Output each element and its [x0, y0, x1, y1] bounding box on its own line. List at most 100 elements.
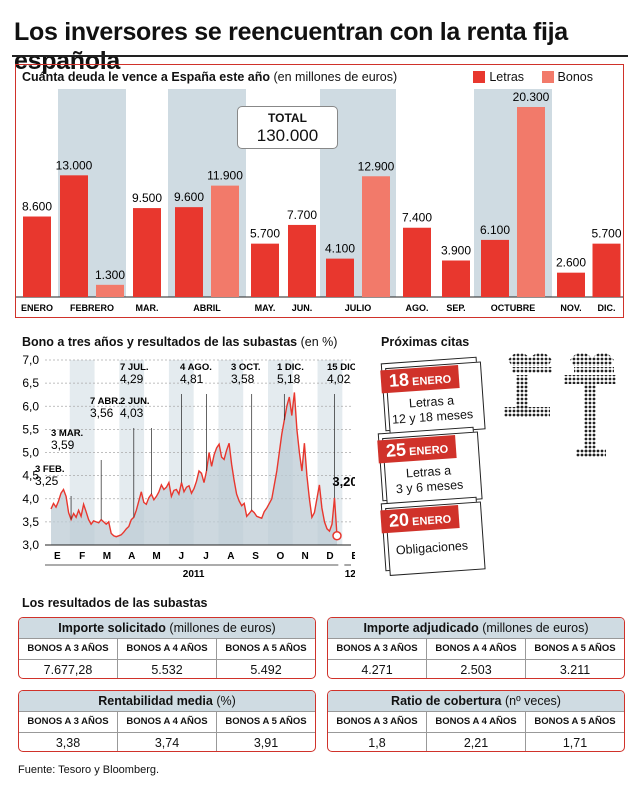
col-header: BONOS A 4 AÑOS [117, 639, 216, 659]
line-series [50, 392, 338, 538]
cita-day: 20 [388, 509, 410, 531]
bar-letras [133, 208, 161, 297]
y-tick: 3,5 [22, 515, 39, 529]
cita-card: 18 ENERO Letras a 12 y 18 meses [380, 356, 486, 436]
x-tick: F [79, 551, 85, 562]
citas-title: Próximas citas [381, 335, 470, 349]
x-tick: N [302, 551, 309, 562]
cita-month: ENERO [408, 373, 452, 389]
cell-value: 5.532 [117, 660, 216, 678]
bar-label: 2.600 [556, 256, 586, 270]
annotation-value: 5,18 [277, 372, 301, 386]
bar-letras [403, 227, 431, 297]
annotation-value: 3,59 [51, 438, 75, 452]
cita-card: 20 ENERO Obligaciones [380, 496, 486, 576]
month-label: ENERO [21, 303, 53, 313]
y-tick: 5,5 [22, 422, 39, 436]
col-header: BONOS A 5 AÑOS [216, 639, 315, 659]
tabla-header: Ratio de cobertura (nº veces) [328, 691, 624, 711]
bar-letras [288, 224, 316, 297]
x-tick: A [128, 551, 135, 562]
subastas-title: Los resultados de las subastas [22, 596, 208, 610]
month-label: AGO. [405, 303, 428, 313]
cita-month: ENERO [405, 443, 449, 459]
bono-chart: 3,0 3,5 4,0 4,5 5,0 5,5 6,0 6,5 7,0 3,20 E F M A M J J A S… [22, 353, 355, 580]
legend-letras-swatch [473, 71, 486, 83]
last-point [332, 531, 342, 541]
tabla-head-row: BONOS A 3 AÑOS BONOS A 4 AÑOS BONOS A 5 AÑ… [328, 711, 624, 732]
month-label: SEP. [446, 303, 465, 313]
y-tick: 3,0 [22, 538, 39, 552]
total-label: TOTAL [268, 111, 307, 125]
month-label: MAR. [136, 303, 159, 313]
month-label: DIC. [598, 303, 616, 313]
cell-value: 1,8 [368, 736, 386, 750]
month-label: JULIO [345, 303, 372, 313]
x-tick: J [203, 551, 209, 562]
annotation-date: 3 OCT. [231, 362, 261, 373]
col-header: BONOS A 3 AÑOS [336, 643, 418, 654]
tabla-importe-solicitado: Importe solicitado (millones de euros) B… [18, 617, 316, 679]
tabla-value-row: 7.677,28 5.532 5.492 [19, 659, 315, 678]
col-header: BONOS A 4 AÑOS [426, 712, 525, 732]
bar-letras [592, 243, 621, 297]
bar-label: 11.900 [207, 169, 243, 183]
x-tick: A [227, 551, 234, 562]
col-header: BONOS A 3 AÑOS [336, 716, 418, 727]
annotation-value: 4,29 [120, 372, 144, 386]
annotation-date: 3 MAR. [51, 428, 83, 439]
bar-label: 4.100 [325, 242, 355, 256]
annotation-date: 2 JUN. [120, 396, 150, 407]
annotation-value: 4,03 [120, 406, 144, 420]
cell-value: 3.211 [525, 660, 624, 678]
tabla-unit: (nº veces) [504, 694, 561, 708]
tabla-unit: (millones de euros) [482, 621, 589, 635]
cell-value: 4.271 [361, 663, 393, 677]
legend-letras: Letras [473, 70, 524, 84]
tabla-title: Rentabilidad media [98, 694, 213, 708]
source-note: Fuente: Tesoro y Bloomberg. [18, 764, 160, 776]
bar-bonos [517, 107, 545, 297]
vencimientos-chart: 8.600 ENERO 13.000 1.300 FEBRERO 9.500 MAR. 9.6… [16, 89, 623, 313]
bar-label: 5.700 [250, 227, 280, 241]
tabla-unit: (%) [216, 694, 236, 708]
legend-bonos-label: Bonos [557, 70, 593, 84]
col-header: BONOS A 5 AÑOS [525, 712, 624, 732]
cell-value: 5.492 [216, 660, 315, 678]
annotation-value: 4,81 [180, 372, 204, 386]
tabla-head-row: BONOS A 3 AÑOS BONOS A 4 AÑOS BONOS A 5 AÑ… [328, 638, 624, 659]
line-area [51, 392, 337, 545]
cita-day: 18 [388, 369, 410, 391]
headline-rule [12, 55, 628, 57]
annotation-value: 4,02 [327, 372, 351, 386]
annotation-date: 7 JUL. [120, 362, 149, 373]
month-label: OCTUBRE [491, 303, 536, 313]
bar-label: 8.600 [22, 200, 52, 214]
bar-label: 6.100 [480, 223, 510, 237]
bar-letras [481, 239, 509, 297]
bar-label: 1.300 [95, 268, 125, 282]
bar-label: 12.900 [358, 159, 395, 173]
tabla-ratio-cobertura: Ratio de cobertura (nº veces) BONOS A 3 … [327, 690, 625, 752]
y-tick: 7,0 [22, 353, 39, 367]
vencimientos-title: Cuánta deuda le vence a España este año [22, 70, 271, 84]
legend: Letras Bonos [459, 70, 593, 84]
cell-value: 3,38 [55, 736, 81, 750]
col-header: BONOS A 5 AÑOS [525, 639, 624, 659]
last-value-label: 3,20 [332, 474, 355, 489]
bono-unit: (en %) [300, 335, 338, 349]
y-tick: 5,0 [22, 446, 39, 460]
tabla-header: Importe adjudicado (millones de euros) [328, 618, 624, 638]
total-value: 130.000 [256, 126, 319, 145]
tabla-value-row: 1,8 2,21 1,71 [328, 732, 624, 751]
x-tick: S [252, 551, 259, 562]
annotation-date: 4 AGO. [180, 362, 212, 373]
bono-title: Bono a tres años y resultados de las sub… [22, 335, 298, 349]
x-tick: M [152, 551, 160, 562]
y-tick: 4,5 [22, 469, 39, 483]
tabla-rentabilidad-media: Rentabilidad media (%) BONOS A 3 AÑOS BON… [18, 690, 316, 752]
bar-bonos [211, 185, 239, 297]
cell-value: 2.503 [426, 660, 525, 678]
bar-letras [557, 272, 585, 297]
